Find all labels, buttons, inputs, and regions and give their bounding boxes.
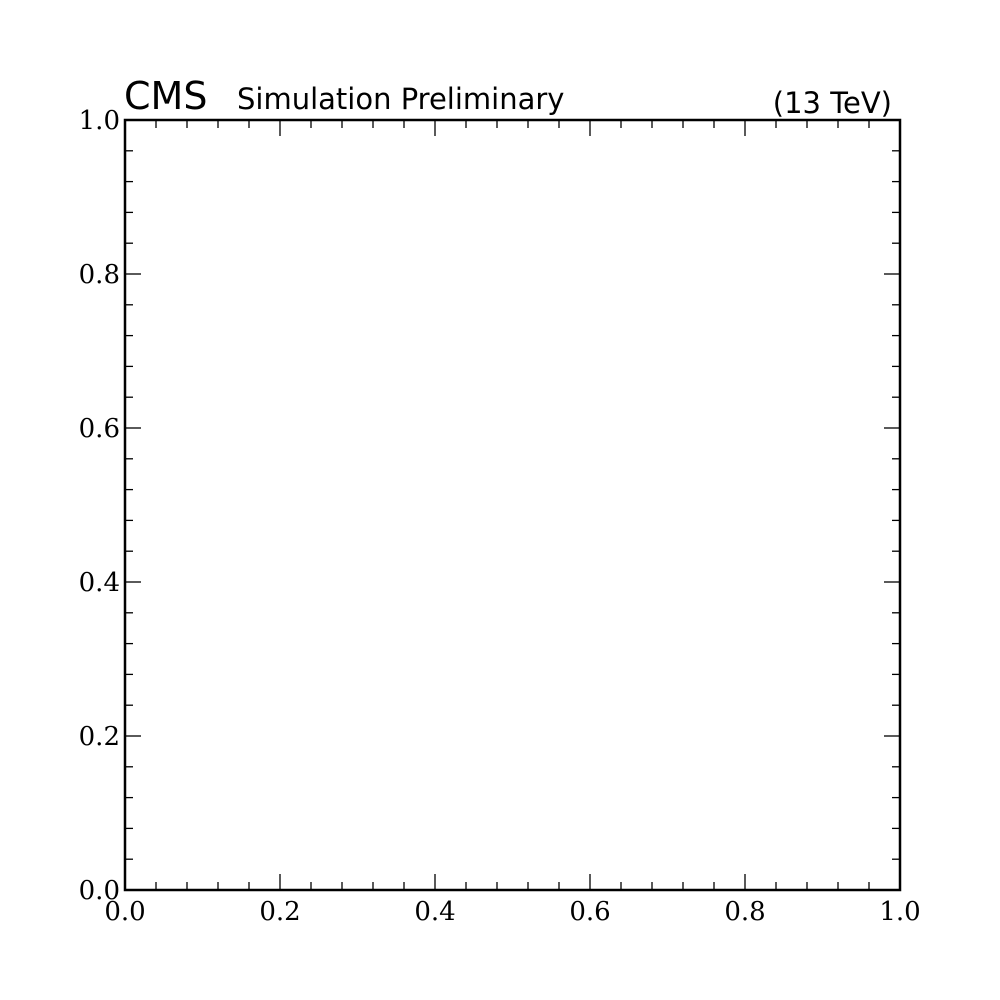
y-tick-label: 1.0 (79, 106, 120, 136)
x-tick-label: 0.6 (569, 897, 610, 927)
y-tick-label: 0.2 (79, 722, 120, 752)
x-tick-label: 0.8 (724, 897, 765, 927)
x-tick-label: 1.0 (879, 897, 920, 927)
status-label: Simulation Preliminary (237, 82, 564, 116)
y-tick-label: 0.6 (79, 414, 120, 444)
axis-ticks (124, 119, 901, 891)
x-tick-label: 0.2 (259, 897, 300, 927)
y-tick-label: 0.8 (79, 260, 120, 290)
y-tick-label: 0.4 (79, 568, 120, 598)
x-tick-label: 0.0 (104, 897, 145, 927)
experiment-label: CMS (124, 74, 207, 118)
energy-label: (13 TeV) (773, 86, 892, 120)
x-tick-label: 0.4 (414, 897, 455, 927)
tick-labels: 0.0 0.2 0.4 0.6 0.8 1.0 0.0 0.2 0.4 0.6 0.8 1.0 (79, 106, 921, 927)
plot-frame (123, 118, 902, 892)
y-tick-label: 0.0 (79, 876, 120, 906)
